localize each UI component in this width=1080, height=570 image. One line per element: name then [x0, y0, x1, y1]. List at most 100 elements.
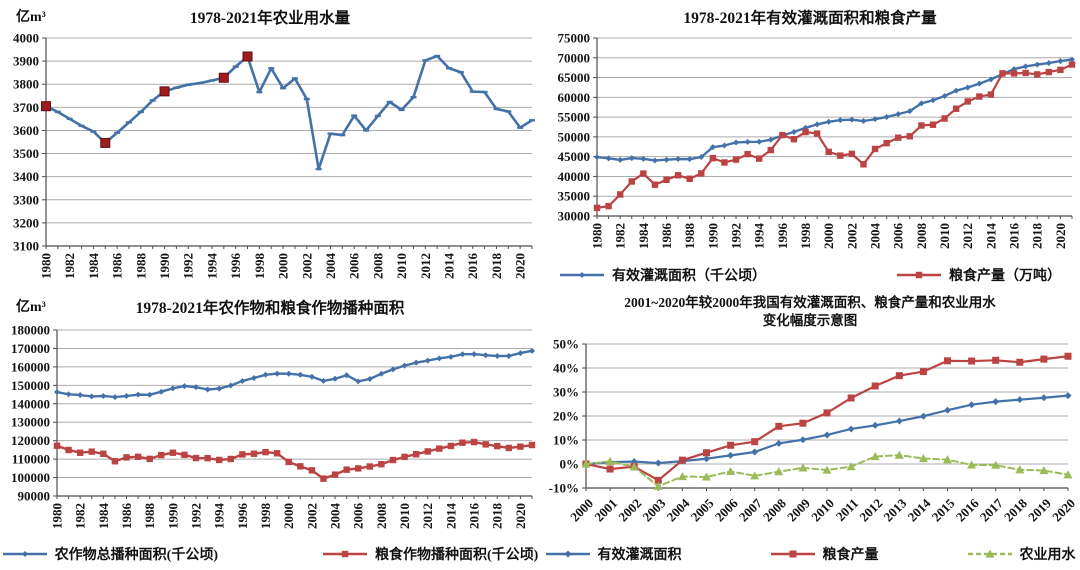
- svg-text:1984: 1984: [96, 503, 111, 530]
- chart-title: 1978-2021年有效灌溉面积和粮食产量: [683, 10, 937, 27]
- svg-text:55000: 55000: [558, 110, 591, 125]
- panel-irrigation-and-grain: 1978-2021年有效灌溉面积和粮食产量 30000 35000 40000 450…: [540, 0, 1080, 290]
- svg-text:1996: 1996: [775, 222, 790, 249]
- svg-text:0%: 0%: [560, 457, 580, 472]
- chart-legend: 有效灌溉面积（千公顷） 粮食产量（万吨）: [540, 260, 1080, 290]
- svg-text:1984: 1984: [636, 223, 651, 250]
- legend-item-grain-output: 粮食产量（万吨）: [896, 265, 1061, 285]
- y-axis-unit-label: 亿m³: [16, 300, 46, 315]
- legend-label: 粮食产量: [822, 548, 879, 563]
- svg-text:1982: 1982: [62, 253, 77, 279]
- legend-line-marker-icon: [560, 272, 604, 278]
- svg-text:2007: 2007: [736, 495, 765, 524]
- svg-text:1988: 1988: [133, 253, 148, 280]
- svg-text:2010: 2010: [808, 496, 837, 525]
- svg-text:3100: 3100: [13, 239, 39, 254]
- chart-title: 2001~2020年较2000年我国有效灌溉面积、粮食产量和农业用水 变化幅度示…: [540, 290, 1080, 330]
- svg-text:1992: 1992: [729, 223, 744, 249]
- svg-text:2016: 2016: [465, 253, 480, 280]
- svg-text:2013: 2013: [880, 495, 909, 524]
- svg-text:4000: 4000: [13, 31, 39, 46]
- svg-text:110000: 110000: [12, 452, 50, 467]
- svg-text:10%: 10%: [553, 433, 579, 448]
- svg-text:2002: 2002: [299, 253, 314, 279]
- svg-text:1990: 1990: [165, 503, 180, 529]
- svg-text:170000: 170000: [11, 341, 50, 356]
- chart-header: 1978-2021年有效灌溉面积和粮食产量: [540, 0, 1080, 30]
- svg-text:3700: 3700: [13, 100, 39, 115]
- svg-text:1982: 1982: [73, 503, 88, 529]
- irrigation-grain-line-chart: 30000 35000 40000 45000 50000 55000 60000 65000…: [558, 31, 1076, 250]
- svg-text:2012: 2012: [418, 253, 433, 279]
- svg-text:1994: 1994: [204, 253, 219, 280]
- chart-title: 1978-2021年农业用水量: [189, 10, 351, 27]
- svg-text:2006: 2006: [351, 503, 366, 530]
- svg-text:2000: 2000: [821, 223, 836, 249]
- svg-text:2018: 2018: [1030, 223, 1045, 250]
- svg-text:2008: 2008: [374, 503, 389, 530]
- svg-text:2003: 2003: [639, 495, 668, 524]
- svg-text:1984: 1984: [86, 253, 101, 280]
- svg-text:30000: 30000: [558, 209, 591, 224]
- panel-agricultural-water-use: 亿m³ 1978-2021年农业用水量 3100 3200 3300 3400 3500…: [0, 0, 540, 290]
- svg-text:140000: 140000: [11, 396, 50, 411]
- svg-text:130000: 130000: [11, 415, 50, 430]
- svg-text:2018: 2018: [489, 253, 504, 280]
- svg-text:120000: 120000: [11, 433, 50, 448]
- svg-text:2011: 2011: [833, 496, 861, 524]
- svg-text:2014: 2014: [905, 495, 934, 524]
- svg-text:3900: 3900: [13, 54, 39, 69]
- svg-text:50000: 50000: [558, 129, 591, 144]
- water-use-line-chart: 3100 3200 3300 3400 3500 3600 3700 3800 3900 4000…: [13, 31, 535, 280]
- svg-text:3400: 3400: [13, 169, 39, 184]
- svg-text:1996: 1996: [235, 503, 250, 530]
- svg-text:2002: 2002: [615, 496, 644, 525]
- change-rate-line-chart: -10%0%10%20%30%40%50%2000200120022003200…: [549, 337, 1078, 525]
- sown-area-line-chart: 90000 100000 110000 120000 130000 140000 15000…: [11, 323, 536, 530]
- svg-text:1988: 1988: [682, 223, 697, 250]
- svg-text:2008: 2008: [760, 495, 789, 524]
- legend-line-marker-icon: [2, 551, 47, 557]
- chart-title-line1: 2001~2020年较2000年我国有效灌溉面积、粮食产量和农业用水: [624, 295, 996, 310]
- svg-text:2002: 2002: [304, 503, 319, 529]
- svg-text:1992: 1992: [189, 503, 204, 529]
- legend-line-marker-icon: [967, 549, 1012, 558]
- svg-text:2010: 2010: [397, 503, 412, 529]
- chart-header: 2001~2020年较2000年我国有效灌溉面积、粮食产量和农业用水 变化幅度示…: [540, 290, 1080, 336]
- legend-line-marker-icon: [770, 550, 815, 558]
- svg-text:1998: 1998: [258, 503, 273, 530]
- svg-text:70000: 70000: [558, 50, 591, 65]
- svg-text:75000: 75000: [558, 31, 591, 46]
- svg-text:1996: 1996: [228, 253, 243, 280]
- svg-text:2010: 2010: [394, 253, 409, 279]
- legend-label: 有效灌溉面积: [597, 548, 682, 563]
- svg-text:1986: 1986: [659, 223, 674, 250]
- legend-label: 农作物总播种面积(千公顷): [54, 548, 218, 563]
- legend-item-agricultural-water: 农业用水: [967, 544, 1076, 564]
- svg-text:2016: 2016: [953, 495, 982, 524]
- svg-text:1980: 1980: [50, 503, 65, 529]
- svg-text:90000: 90000: [18, 489, 51, 504]
- svg-text:3300: 3300: [13, 192, 39, 207]
- svg-text:2012: 2012: [960, 223, 975, 249]
- svg-text:2000: 2000: [281, 503, 296, 529]
- svg-text:1998: 1998: [798, 223, 813, 250]
- svg-text:2016: 2016: [1007, 223, 1022, 250]
- legend-line-marker-icon: [323, 550, 367, 558]
- chart-title-line2: 变化幅度示意图: [762, 313, 858, 329]
- svg-text:180000: 180000: [11, 323, 50, 338]
- svg-text:-10%: -10%: [549, 481, 579, 496]
- svg-text:60000: 60000: [558, 90, 591, 105]
- svg-text:2004: 2004: [328, 503, 343, 530]
- chart-legend: 农作物总播种面积(千公顷) 粮食作物播种面积(千公顷): [0, 538, 540, 570]
- svg-text:1986: 1986: [110, 253, 125, 280]
- svg-text:1990: 1990: [705, 223, 720, 249]
- svg-text:2004: 2004: [323, 253, 338, 280]
- legend-label: 有效灌溉面积（千公顷）: [612, 269, 766, 284]
- svg-text:2018: 2018: [490, 503, 505, 530]
- svg-text:1980: 1980: [590, 223, 605, 249]
- svg-text:2002: 2002: [844, 223, 859, 249]
- svg-text:1988: 1988: [142, 503, 157, 530]
- svg-text:2012: 2012: [420, 503, 435, 529]
- legend-item-grain-output: 粮食产量: [770, 544, 879, 564]
